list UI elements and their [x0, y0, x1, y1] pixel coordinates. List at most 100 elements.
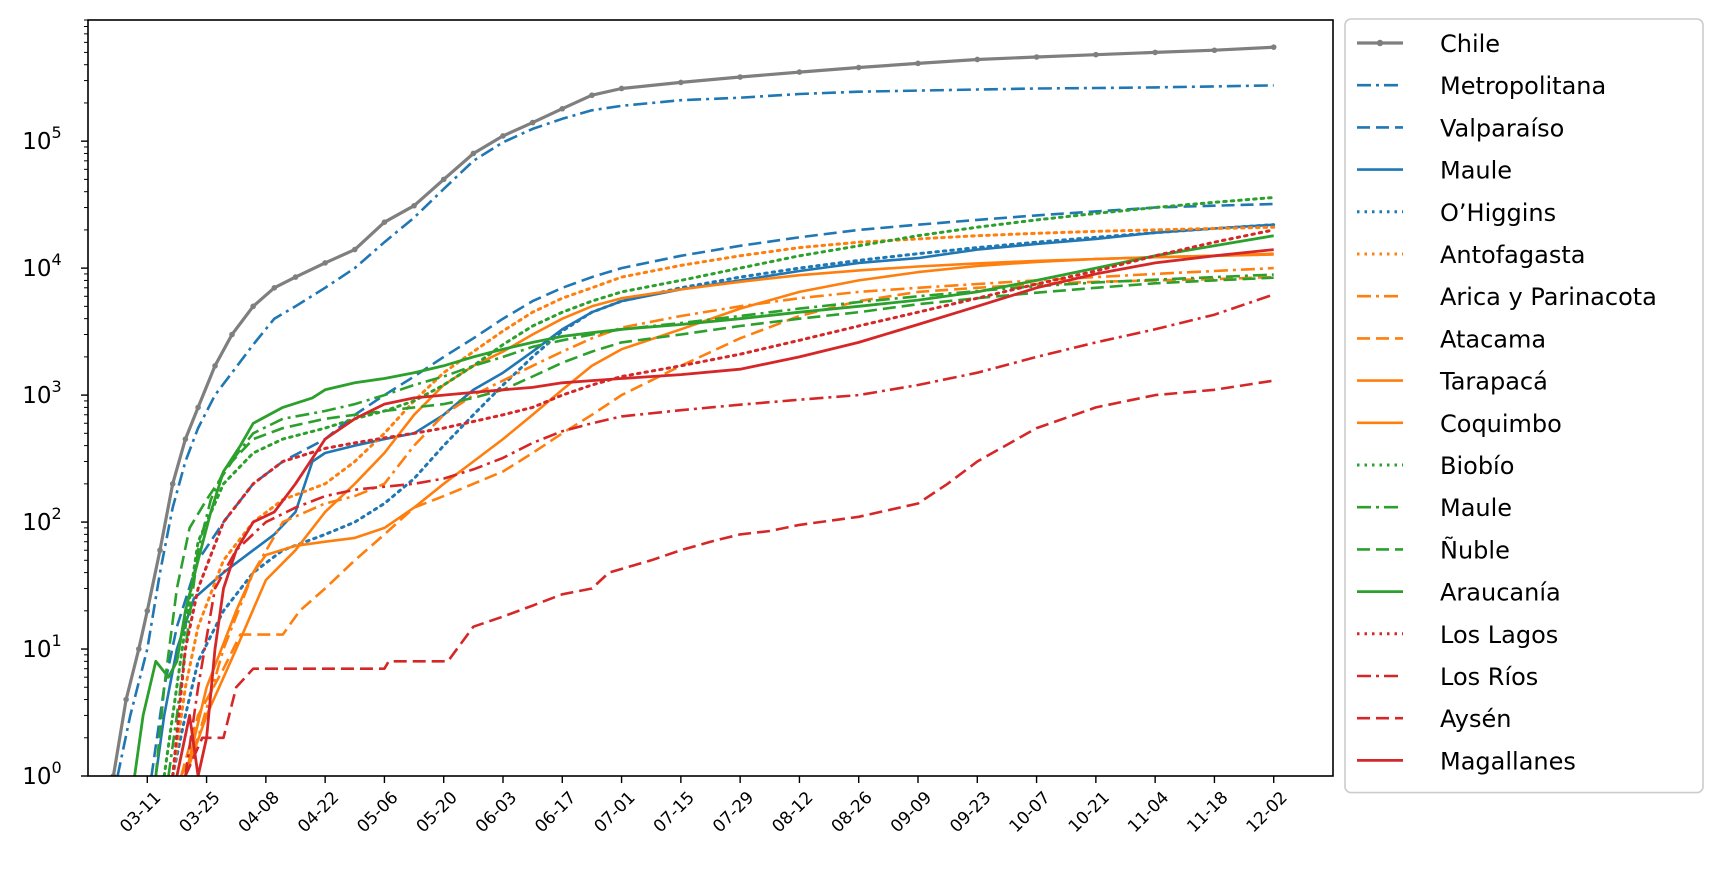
series-line-15 — [184, 293, 1275, 776]
series-point — [1211, 47, 1218, 54]
series-point — [292, 274, 299, 280]
series-point — [796, 69, 803, 75]
series-point — [589, 92, 595, 99]
series-point — [1270, 44, 1277, 50]
series-point — [169, 481, 176, 487]
legend-label: Maule — [1440, 494, 1512, 522]
series-point — [351, 246, 358, 253]
series-point — [470, 150, 477, 157]
series-point — [737, 74, 743, 80]
legend-label: O’Higgins — [1440, 199, 1556, 227]
series-point — [974, 56, 981, 63]
x-tick-label: 06-03 — [472, 788, 521, 837]
series-line-6 — [180, 266, 1274, 776]
x-tick-label: 03-25 — [176, 788, 225, 837]
y-tick-label: 101 — [22, 631, 61, 663]
x-tick-label: 03-11 — [116, 788, 165, 837]
series-point — [1093, 51, 1099, 58]
legend-label: Atacama — [1440, 325, 1546, 353]
series-point — [271, 284, 278, 291]
legend-label: Metropolitana — [1440, 72, 1606, 100]
series-line-1 — [116, 84, 1274, 776]
series-line-2 — [150, 202, 1274, 776]
series-line-5 — [171, 225, 1276, 776]
series-line-7 — [179, 275, 1274, 776]
x-tick-label: 08-12 — [768, 788, 817, 837]
legend-label: Los Lagos — [1440, 621, 1558, 649]
series-point — [411, 202, 417, 209]
legend-marker — [1376, 39, 1384, 47]
legend-label: Arica y Parinacota — [1440, 283, 1657, 311]
series-point — [123, 696, 129, 703]
series-point — [500, 133, 506, 139]
series-line-10 — [162, 196, 1276, 776]
y-tick-label: 102 — [22, 504, 61, 536]
x-tick-label: 06-17 — [531, 788, 580, 837]
legend-label: Ñuble — [1440, 534, 1510, 564]
y-tick-label: 100 — [22, 758, 61, 790]
legend-label: Araucanía — [1440, 579, 1561, 607]
series-point — [212, 363, 218, 369]
legend-box — [1344, 18, 1704, 794]
x-tick-label: 07-29 — [709, 788, 758, 837]
series-line-0 — [111, 45, 1274, 776]
x-tick-label: 07-15 — [650, 788, 699, 837]
x-tick-label: 12-02 — [1243, 788, 1292, 837]
legend-label: Chile — [1440, 30, 1500, 58]
series-point — [855, 64, 862, 71]
series-point — [618, 85, 625, 92]
legend-label: Biobío — [1440, 452, 1514, 480]
x-axis: 03-11 03-25 04-08 04-22 05-06 05-20 06-03 06-17… — [116, 776, 1292, 837]
series-line-16 — [184, 379, 1274, 776]
y-tick-label: 105 — [22, 123, 61, 155]
series-point — [915, 60, 921, 67]
series-point — [678, 79, 684, 86]
x-tick-label: 04-22 — [294, 788, 343, 837]
x-tick-label: 10-21 — [1065, 788, 1114, 837]
legend-label: Tarapacá — [1439, 368, 1548, 396]
series-point — [322, 260, 328, 266]
series-line-11 — [167, 273, 1274, 776]
series-line-12 — [154, 276, 1274, 776]
series-point — [157, 547, 163, 554]
series-layer — [110, 44, 1277, 776]
series-point — [440, 176, 447, 183]
series-point — [182, 436, 189, 442]
plot-frame — [87, 19, 1334, 777]
x-tick-label: 09-23 — [946, 788, 995, 837]
y-axis: 100 101 102 103 104 105 — [22, 19, 88, 790]
series-point — [1033, 54, 1040, 60]
x-tick-label: 10-07 — [1006, 788, 1055, 837]
y-tick-label: 103 — [22, 377, 61, 409]
series-point — [144, 608, 151, 614]
x-tick-label: 05-20 — [413, 788, 462, 837]
legend-label: Magallanes — [1440, 747, 1576, 775]
x-tick-label: 09-09 — [887, 788, 936, 837]
series-point — [381, 219, 388, 225]
series-line-17 — [175, 248, 1274, 776]
series-point — [1152, 49, 1158, 56]
series-line-8 — [184, 252, 1274, 776]
y-tick-label: 104 — [22, 250, 61, 282]
x-tick-label: 11-18 — [1183, 788, 1232, 837]
x-tick-label: 07-01 — [591, 788, 640, 837]
x-tick-label: 05-06 — [353, 788, 402, 837]
series-line-14 — [171, 228, 1276, 776]
series-point — [195, 404, 201, 411]
legend: Chile Metropolitana Valparaíso Maule O’Higgi… — [1344, 18, 1704, 794]
legend-label: Maule — [1440, 157, 1512, 185]
x-tick-label: 11-04 — [1124, 788, 1173, 837]
legend-label: Coquimbo — [1440, 410, 1562, 438]
x-tick-label: 08-26 — [828, 788, 877, 837]
legend-label: Aysén — [1440, 705, 1511, 733]
series-point — [529, 119, 536, 126]
legend-label: Valparaíso — [1440, 114, 1564, 142]
series-line-9 — [184, 253, 1274, 776]
series-line-3 — [154, 223, 1274, 776]
legend-label: Antofagasta — [1440, 241, 1585, 269]
series-line-13 — [133, 234, 1274, 776]
legend-label: Los Ríos — [1440, 663, 1538, 691]
x-tick-label: 04-08 — [235, 788, 284, 837]
series-point — [229, 331, 235, 338]
